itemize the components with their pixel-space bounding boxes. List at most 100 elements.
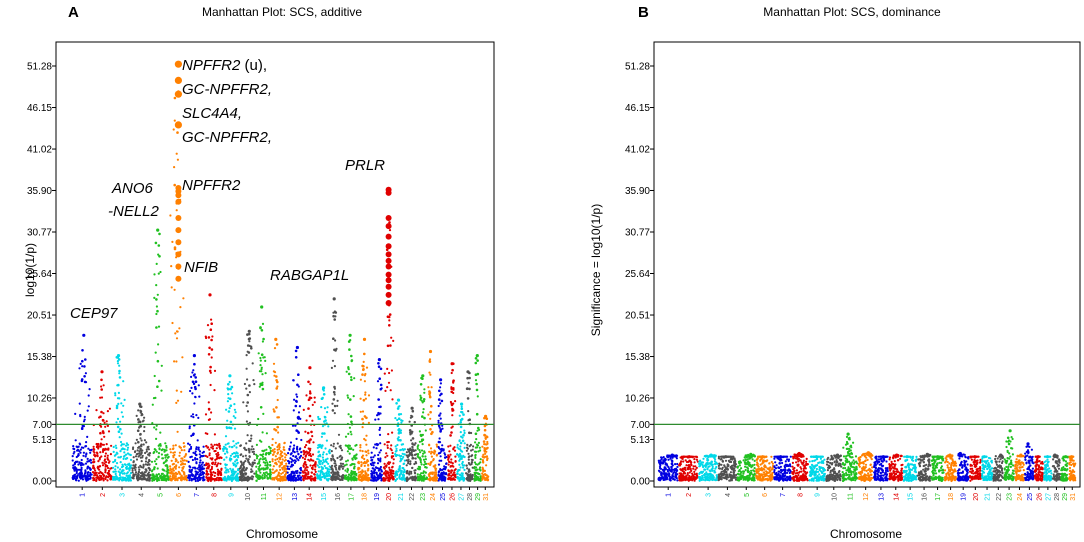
snp-point bbox=[137, 473, 140, 477]
snp-point bbox=[193, 466, 196, 469]
snp-point bbox=[239, 460, 243, 463]
snp-point bbox=[465, 472, 468, 475]
snp-point bbox=[88, 449, 92, 452]
snp-point bbox=[316, 457, 319, 461]
snp-point bbox=[264, 467, 267, 471]
snp-point bbox=[251, 362, 254, 365]
snp-point bbox=[148, 476, 151, 479]
snp-point bbox=[293, 471, 296, 475]
snp-point bbox=[434, 478, 437, 481]
snp-point bbox=[347, 340, 351, 343]
snp-point bbox=[128, 463, 131, 467]
snp-point bbox=[119, 461, 122, 464]
snp-point bbox=[85, 441, 88, 444]
snp-point bbox=[437, 404, 440, 408]
snp-point bbox=[288, 460, 291, 463]
snp-point bbox=[196, 439, 199, 442]
snp-point bbox=[220, 467, 223, 470]
snp-point bbox=[252, 379, 255, 382]
snp-point bbox=[419, 477, 422, 480]
snp-point bbox=[292, 454, 295, 458]
snp-point bbox=[689, 467, 692, 471]
x-tick-label: 24 bbox=[430, 493, 437, 501]
snp-point bbox=[155, 458, 158, 461]
snp-point bbox=[116, 397, 120, 400]
snp-point bbox=[479, 469, 482, 472]
snp-point bbox=[326, 406, 329, 409]
snp-point bbox=[96, 445, 99, 448]
snp-point bbox=[283, 441, 286, 444]
annotation-gc-npffr2-2: GC-NPFFR2, bbox=[182, 129, 272, 146]
snp-point bbox=[659, 467, 663, 470]
snp-point bbox=[362, 360, 365, 363]
x-tick-label: 2 bbox=[100, 493, 107, 497]
snp-point bbox=[179, 460, 182, 463]
snp-peak-point bbox=[428, 349, 433, 354]
snp-point bbox=[481, 466, 484, 469]
snp-point bbox=[460, 472, 463, 475]
snp-point bbox=[115, 404, 119, 408]
snp-point bbox=[453, 446, 456, 449]
snp-point bbox=[365, 454, 368, 457]
snp-point bbox=[192, 478, 195, 481]
snp-point bbox=[174, 458, 177, 461]
snp-point bbox=[93, 448, 96, 451]
snp-point bbox=[679, 463, 682, 466]
snp-point bbox=[136, 429, 140, 433]
snp-point bbox=[214, 471, 217, 475]
snp-point bbox=[108, 460, 111, 463]
snp-point bbox=[474, 446, 477, 449]
snp-point bbox=[173, 465, 176, 469]
snp-point bbox=[147, 448, 150, 451]
snp-point bbox=[255, 475, 258, 478]
snp-point bbox=[265, 459, 268, 462]
snp-point bbox=[263, 457, 266, 460]
snp-point bbox=[706, 468, 709, 471]
snp-point bbox=[702, 470, 705, 473]
snp-point bbox=[664, 467, 667, 470]
snp-point bbox=[439, 386, 442, 389]
snp-point bbox=[116, 360, 119, 363]
snp-point bbox=[476, 444, 480, 447]
snp-point bbox=[192, 451, 195, 454]
snp-point bbox=[248, 340, 251, 343]
snp-point bbox=[281, 468, 284, 471]
snp-point bbox=[117, 358, 121, 361]
snp-point bbox=[155, 450, 158, 453]
snp-peak-point bbox=[308, 366, 312, 370]
snp-point bbox=[74, 439, 77, 442]
snp-point bbox=[467, 410, 470, 413]
top-hit-point bbox=[385, 300, 392, 306]
snp-point bbox=[407, 454, 410, 457]
snp-point bbox=[365, 443, 368, 446]
snp-point bbox=[423, 460, 426, 463]
snp-point bbox=[447, 469, 450, 472]
snp-point bbox=[255, 470, 258, 473]
snp-point bbox=[271, 458, 274, 461]
snp-point bbox=[349, 398, 352, 401]
snp-point bbox=[183, 473, 186, 476]
snp-point bbox=[397, 413, 401, 416]
snp-point bbox=[226, 419, 229, 422]
snp-point bbox=[102, 431, 105, 435]
snp-peak-point bbox=[484, 414, 488, 418]
snp-point bbox=[228, 407, 231, 410]
snp-point bbox=[449, 434, 452, 437]
snp-point bbox=[157, 244, 161, 247]
snp-point bbox=[674, 463, 677, 466]
snp-point bbox=[169, 448, 172, 451]
snp-point bbox=[233, 444, 236, 447]
snp-point bbox=[283, 470, 286, 473]
snp-peak-point bbox=[322, 386, 326, 390]
snp-point bbox=[247, 447, 250, 450]
snp-point bbox=[150, 460, 154, 463]
snp-point bbox=[304, 430, 307, 433]
y-tick-label: 10.26 bbox=[625, 393, 650, 404]
snp-point bbox=[242, 465, 245, 468]
snp-point bbox=[333, 393, 336, 396]
snp-point bbox=[450, 474, 453, 478]
snp-point bbox=[409, 448, 412, 451]
chromosome-3-points bbox=[697, 453, 719, 482]
snp-peak-point bbox=[274, 337, 278, 341]
snp-point bbox=[688, 474, 691, 478]
